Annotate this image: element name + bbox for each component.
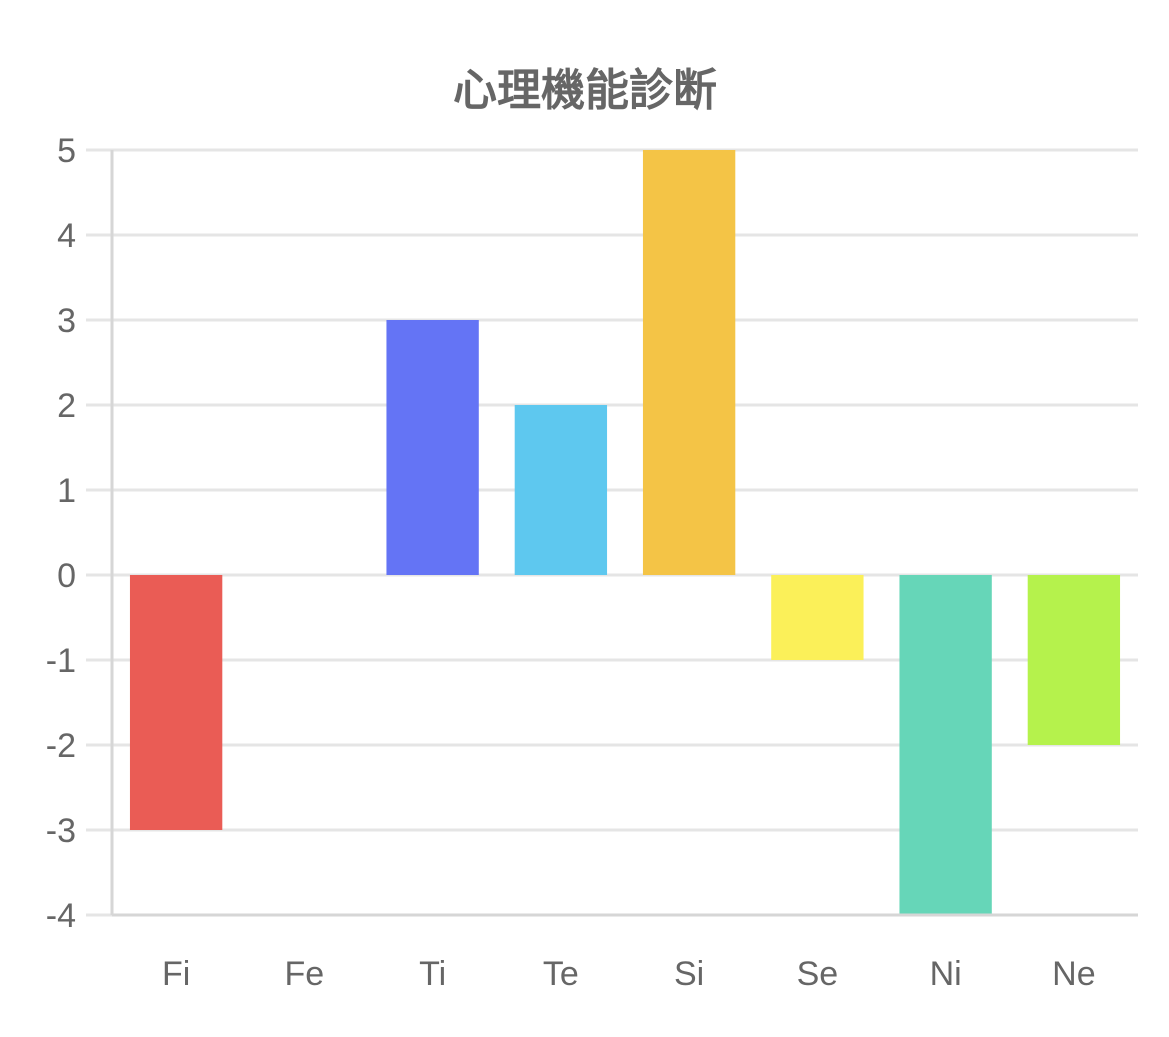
x-axis-ticks: Fi Fe Ti Te Si Se Ni Ne bbox=[162, 955, 1096, 993]
x-tick-label: Ni bbox=[930, 955, 962, 993]
x-tick-label: Te bbox=[543, 955, 579, 993]
bar-ti[interactable] bbox=[386, 320, 479, 575]
y-tick-label: 0 bbox=[57, 557, 76, 595]
bar-te[interactable] bbox=[514, 405, 608, 575]
x-tick-label: Se bbox=[797, 955, 839, 993]
bar-fi[interactable] bbox=[129, 575, 223, 830]
x-tick-label: Fi bbox=[162, 955, 190, 993]
y-tick-label: 4 bbox=[57, 217, 76, 255]
x-tick-label: Fe bbox=[285, 955, 325, 993]
y-tick-label: -3 bbox=[46, 812, 76, 850]
y-tick-label: 5 bbox=[57, 132, 76, 170]
bars bbox=[129, 150, 1121, 915]
y-tick-label: -1 bbox=[46, 642, 76, 680]
y-tick-label: 1 bbox=[57, 472, 76, 510]
y-tick-label: 2 bbox=[57, 387, 76, 425]
y-tick-label: -4 bbox=[46, 897, 76, 935]
bar-ni[interactable] bbox=[899, 575, 992, 915]
y-tick-label: 3 bbox=[57, 302, 76, 340]
x-tick-label: Si bbox=[674, 955, 704, 993]
y-tick-label: -2 bbox=[46, 727, 76, 765]
bar-si[interactable] bbox=[642, 150, 736, 575]
axes bbox=[110, 150, 1138, 917]
x-tick-label: Ti bbox=[419, 955, 446, 993]
chart-title: 心理機能診断 bbox=[453, 65, 717, 116]
x-tick-label: Ne bbox=[1052, 955, 1095, 993]
bar-se[interactable] bbox=[771, 575, 864, 660]
bar-ne[interactable] bbox=[1027, 575, 1121, 745]
y-axis-ticks: 5 4 3 2 1 0 -1 -2 -3 -4 bbox=[46, 132, 76, 935]
